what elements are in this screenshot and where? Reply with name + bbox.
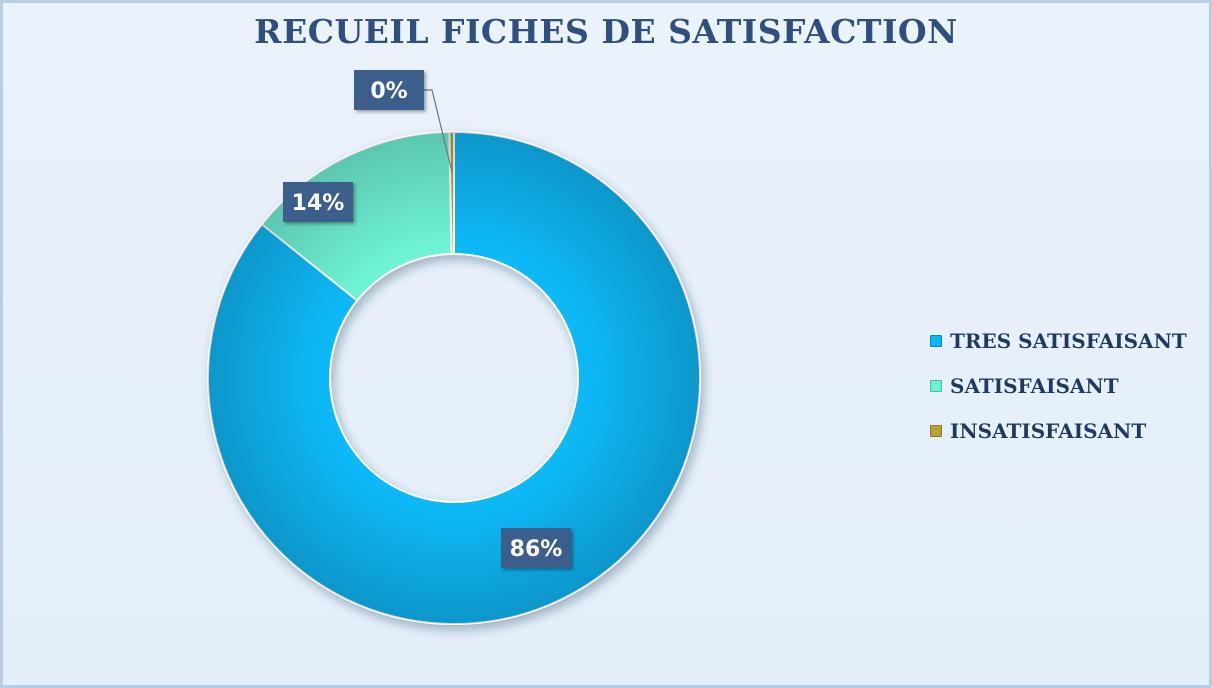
legend: TRES SATISFAISANT SATISFAISANT INSATISFA… <box>930 318 1187 453</box>
chart-title: RECUEIL FICHES DE SATISFACTION <box>254 12 958 51</box>
data-label-tres-satisfaisant: 86% <box>501 528 571 568</box>
leader-line-insatisfaisant <box>424 89 453 173</box>
legend-swatch-satisfaisant <box>930 379 942 392</box>
data-label-text: 14% <box>292 191 345 216</box>
data-label-box <box>283 182 353 222</box>
data-label-text: 86% <box>510 537 563 562</box>
data-label-satisfaisant: 14% <box>283 182 353 222</box>
leader-lines <box>424 89 453 173</box>
legend-swatch-insatisfaisant <box>930 424 942 437</box>
data-label-insatisfaisant: 0% <box>354 70 424 110</box>
legend-item-tres-satisfaisant: TRES SATISFAISANT <box>930 318 1187 363</box>
data-labels: 86% 14% 0% <box>283 70 571 568</box>
legend-label: TRES SATISFAISANT <box>950 328 1187 353</box>
data-label-text: 0% <box>370 79 407 104</box>
data-label-box <box>354 70 424 110</box>
legend-label: INSATISFAISANT <box>950 418 1147 443</box>
legend-item-satisfaisant: SATISFAISANT <box>930 363 1187 408</box>
legend-item-insatisfaisant: INSATISFAISANT <box>930 408 1187 453</box>
legend-label: SATISFAISANT <box>950 373 1119 398</box>
data-label-box <box>501 528 571 568</box>
donut-slices <box>207 130 701 625</box>
donut-bevel <box>208 132 700 624</box>
legend-swatch-tres-satisfaisant <box>930 334 942 347</box>
